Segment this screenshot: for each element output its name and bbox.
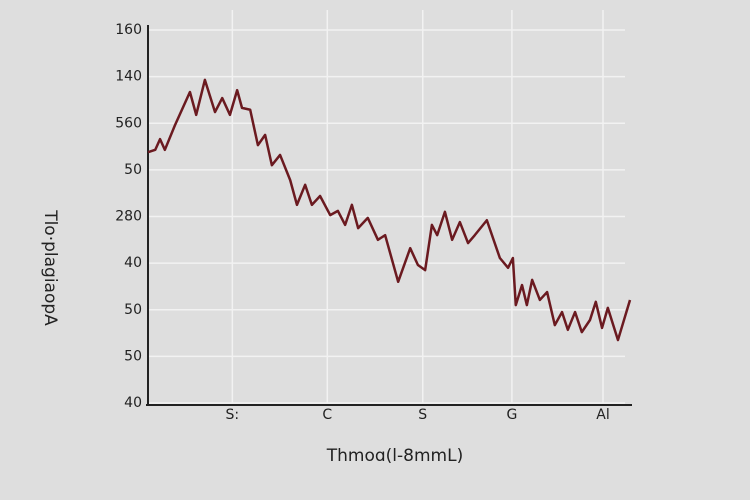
y-tick-label: 40 (124, 255, 142, 271)
y-tick-label: 140 (115, 69, 142, 85)
y-tick-label: 50 (124, 302, 142, 318)
x-tick-label: S (418, 407, 427, 423)
y-tick-label: 280 (115, 209, 142, 225)
data-line (147, 78, 632, 342)
x-axis-label: Thmoɑ(l-8mmL) (326, 446, 463, 466)
y-tick-label: 560 (115, 115, 142, 131)
x-tick-label: G (506, 407, 517, 423)
x-tick-label: S: (226, 407, 240, 423)
x-tick-label: Al (596, 407, 609, 423)
y-tick-label: 50 (124, 348, 142, 364)
y-tick-label: 40 (124, 395, 142, 411)
y-tick-label: 160 (115, 22, 142, 38)
y-tick-label: 50 (124, 162, 142, 178)
y-axis-label: Tlo·plagiaopA (40, 209, 60, 326)
x-tick-label: C (322, 407, 332, 423)
